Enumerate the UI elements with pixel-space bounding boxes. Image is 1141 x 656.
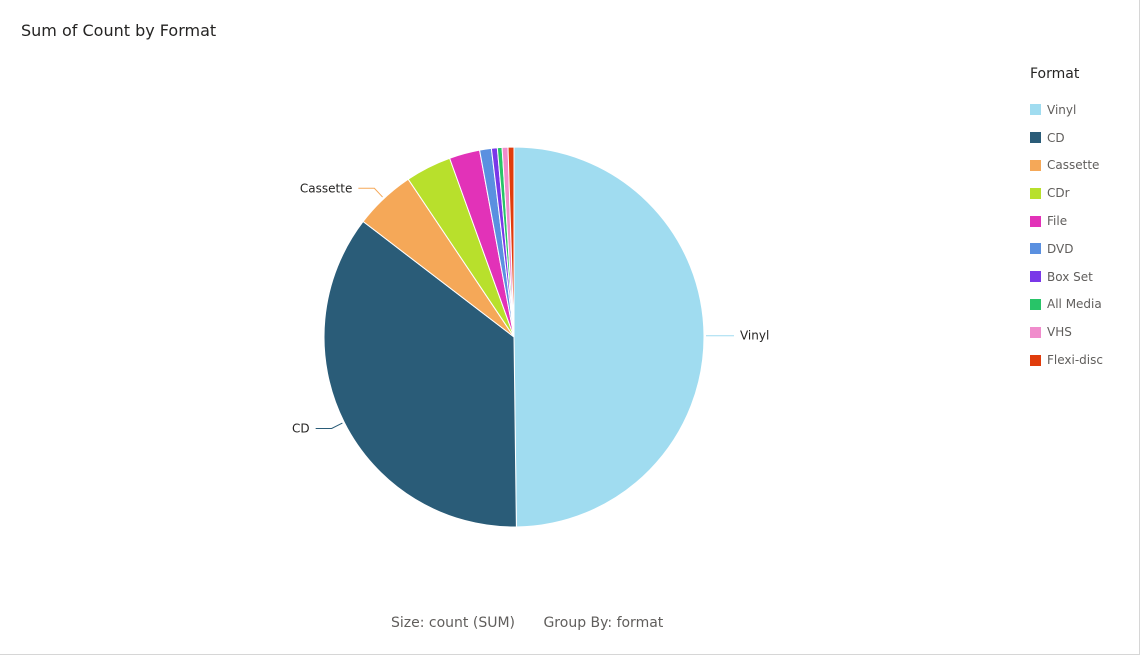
legend-swatch [1030,159,1041,171]
chart-footer: Size: count (SUM) Group By: format [391,615,663,631]
slice-label-cd: CD [292,421,310,435]
chart-title: Sum of Count by Format [21,21,217,40]
legend-item-dvd[interactable]: DVD [1030,235,1138,263]
legend-label: Flexi-disc [1047,353,1103,368]
legend-swatch [1030,354,1041,366]
legend-label: Cassette [1047,158,1100,173]
legend-swatch [1030,104,1041,116]
pie-slice-cd[interactable] [323,220,517,528]
legend-item-all-media[interactable]: All Media [1030,291,1138,319]
legend-swatch [1030,187,1041,199]
legend-label: All Media [1047,297,1102,312]
legend-items: Vinyl CD Cassette CDr File DVD Box Set All Medi… [1030,96,1138,374]
legend-label: Box Set [1047,269,1093,284]
pie-slices [323,146,705,528]
legend-swatch [1030,298,1041,310]
legend-title: Format [1030,66,1080,82]
pie-slice-vinyl[interactable] [513,146,705,528]
leader-line-cassette [358,187,383,198]
legend-label: CD [1047,130,1065,145]
pie-chart[interactable]: Vinyl CD Cassette [0,0,1000,600]
legend-swatch [1030,326,1041,338]
legend-swatch [1030,243,1041,255]
pie-slice-flexi-disc[interactable] [507,146,515,338]
legend-label: VHS [1047,325,1072,340]
legend-item-flexi-disc[interactable]: Flexi-disc [1030,346,1138,374]
slice-label-cassette: Cassette [300,181,352,195]
legend-swatch [1030,271,1041,283]
legend-label: File [1047,214,1068,229]
leader-line-cd [315,422,343,429]
legend-swatch [1030,215,1041,227]
legend-item-vinyl[interactable]: Vinyl [1030,96,1138,124]
slice-label-vinyl: Vinyl [740,329,769,343]
legend-item-cd[interactable]: CD [1030,124,1138,152]
legend-item-vhs[interactable]: VHS [1030,318,1138,346]
footer-group-by: Group By: format [543,615,664,631]
pie-labels: Vinyl CD Cassette [292,181,769,435]
legend-swatch [1030,132,1041,144]
legend: Format Vinyl CD Cassette CDr File DVD Box Set A… [1030,66,1138,374]
legend-item-cassette[interactable]: Cassette [1030,152,1138,180]
legend-label: Vinyl [1047,102,1077,117]
legend-label: CDr [1047,186,1070,201]
legend-item-file[interactable]: File [1030,207,1138,235]
legend-item-cdr[interactable]: CDr [1030,179,1138,207]
legend-item-box-set[interactable]: Box Set [1030,263,1138,291]
footer-size: Size: count (SUM) [391,615,515,631]
legend-label: DVD [1047,241,1074,256]
